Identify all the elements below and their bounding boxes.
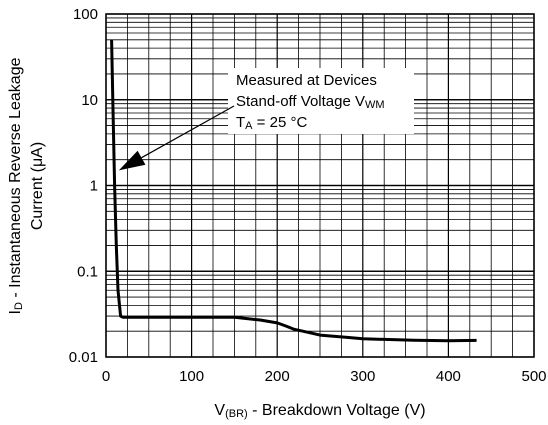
annotation-line-2: Stand-off Voltage VWM [236,93,385,111]
x-tick-label: 100 [179,368,204,385]
x-tick-label: 200 [265,368,290,385]
annotation-box [228,68,414,134]
x-tick-labels: 0 100 200 300 400 500 [102,368,547,385]
plot-frame [105,13,535,358]
x-tick-label: 300 [350,368,375,385]
y-axis-title-line-1: ID - Instantaneous Reverse Leakage [7,57,25,314]
x-tick-label: 0 [102,368,110,385]
y-axis-title-line-2: Current (μA) [29,142,46,230]
grid [105,13,535,358]
x-axis-title: V(BR) - Breakdown Voltage (V) [214,402,425,420]
x-tick-label: 500 [521,368,546,385]
annotation-line-3: TA = 25 °C [236,114,307,132]
series-line [110,39,477,343]
annotation-arrow-line [141,105,235,159]
y-tick-labels: 0.01 0.1 1 10 100 [69,6,98,366]
y-tick-label: 1 [90,178,98,195]
annotation-arrow-head [118,150,146,171]
y-tick-label: 0.01 [69,349,98,366]
annotation-line-1: Measured at Devices [236,72,377,89]
y-axis-title: ID - Instantaneous Reverse Leakage Curre… [7,57,46,314]
y-tick-label: 0.1 [77,263,98,280]
y-tick-label: 100 [73,6,98,23]
annotation: Measured at Devices Stand-off Voltage VW… [118,68,414,171]
x-tick-label: 400 [436,368,461,385]
y-tick-label: 10 [81,92,98,109]
